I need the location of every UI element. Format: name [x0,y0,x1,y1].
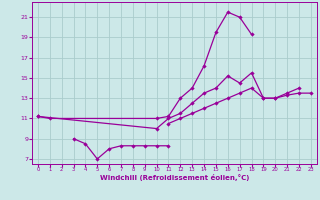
X-axis label: Windchill (Refroidissement éolien,°C): Windchill (Refroidissement éolien,°C) [100,174,249,181]
